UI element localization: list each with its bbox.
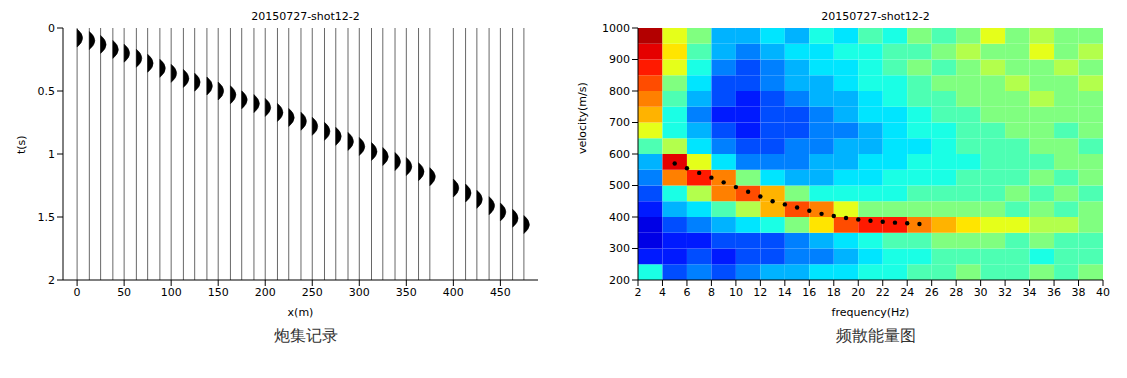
svg-text:frequency(Hz): frequency(Hz) <box>832 306 910 319</box>
svg-text:18: 18 <box>827 286 841 299</box>
svg-text:250: 250 <box>302 286 323 299</box>
svg-text:40: 40 <box>1096 286 1110 299</box>
svg-text:800: 800 <box>609 85 630 98</box>
svg-text:0.5: 0.5 <box>38 85 56 98</box>
svg-text:450: 450 <box>490 286 511 299</box>
svg-text:100: 100 <box>161 286 182 299</box>
svg-text:4: 4 <box>659 286 666 299</box>
svg-text:12: 12 <box>753 286 767 299</box>
svg-text:1.5: 1.5 <box>38 211 56 224</box>
svg-text:2: 2 <box>48 274 55 287</box>
svg-text:300: 300 <box>349 286 370 299</box>
svg-text:t(s): t(s) <box>15 135 28 154</box>
html-text:20150727-shot12-2: 20150727-shot12-2 <box>251 10 360 23</box>
svg-text:28: 28 <box>949 286 963 299</box>
svg-text:32: 32 <box>998 286 1012 299</box>
svg-text:6: 6 <box>683 286 690 299</box>
svg-text:150: 150 <box>208 286 229 299</box>
svg-text:24: 24 <box>900 286 914 299</box>
svg-text:350: 350 <box>396 286 417 299</box>
html-text:20150727-shot12-2: 20150727-shot12-2 <box>821 10 930 23</box>
svg-text:200: 200 <box>609 274 630 287</box>
svg-text:20: 20 <box>851 286 865 299</box>
svg-text:velocity(m/s): velocity(m/s) <box>576 82 589 154</box>
svg-text:300: 300 <box>609 242 630 255</box>
svg-text:14: 14 <box>778 286 792 299</box>
svg-text:400: 400 <box>609 211 630 224</box>
svg-text:34: 34 <box>1023 286 1037 299</box>
svg-text:16: 16 <box>802 286 816 299</box>
svg-text:30: 30 <box>974 286 988 299</box>
svg-text:600: 600 <box>609 148 630 161</box>
svg-text:0: 0 <box>48 22 55 35</box>
svg-text:2: 2 <box>635 286 642 299</box>
svg-text:400: 400 <box>443 286 464 299</box>
svg-text:10: 10 <box>729 286 743 299</box>
svg-text:50: 50 <box>117 286 131 299</box>
svg-text:8: 8 <box>708 286 715 299</box>
svg-text:38: 38 <box>1072 286 1086 299</box>
svg-text:900: 900 <box>609 53 630 66</box>
svg-text:36: 36 <box>1047 286 1061 299</box>
svg-text:x(m): x(m) <box>288 306 314 319</box>
svg-text:1000: 1000 <box>602 22 630 35</box>
svg-text:0: 0 <box>74 286 81 299</box>
svg-text:700: 700 <box>609 116 630 129</box>
html-text:炮集记录: 炮集记录 <box>273 326 338 345</box>
svg-text:1: 1 <box>48 148 55 161</box>
svg-text:500: 500 <box>609 179 630 192</box>
svg-text:200: 200 <box>255 286 276 299</box>
svg-text:26: 26 <box>925 286 939 299</box>
svg-text:22: 22 <box>876 286 890 299</box>
html-text:频散能量图: 频散能量图 <box>835 326 916 345</box>
